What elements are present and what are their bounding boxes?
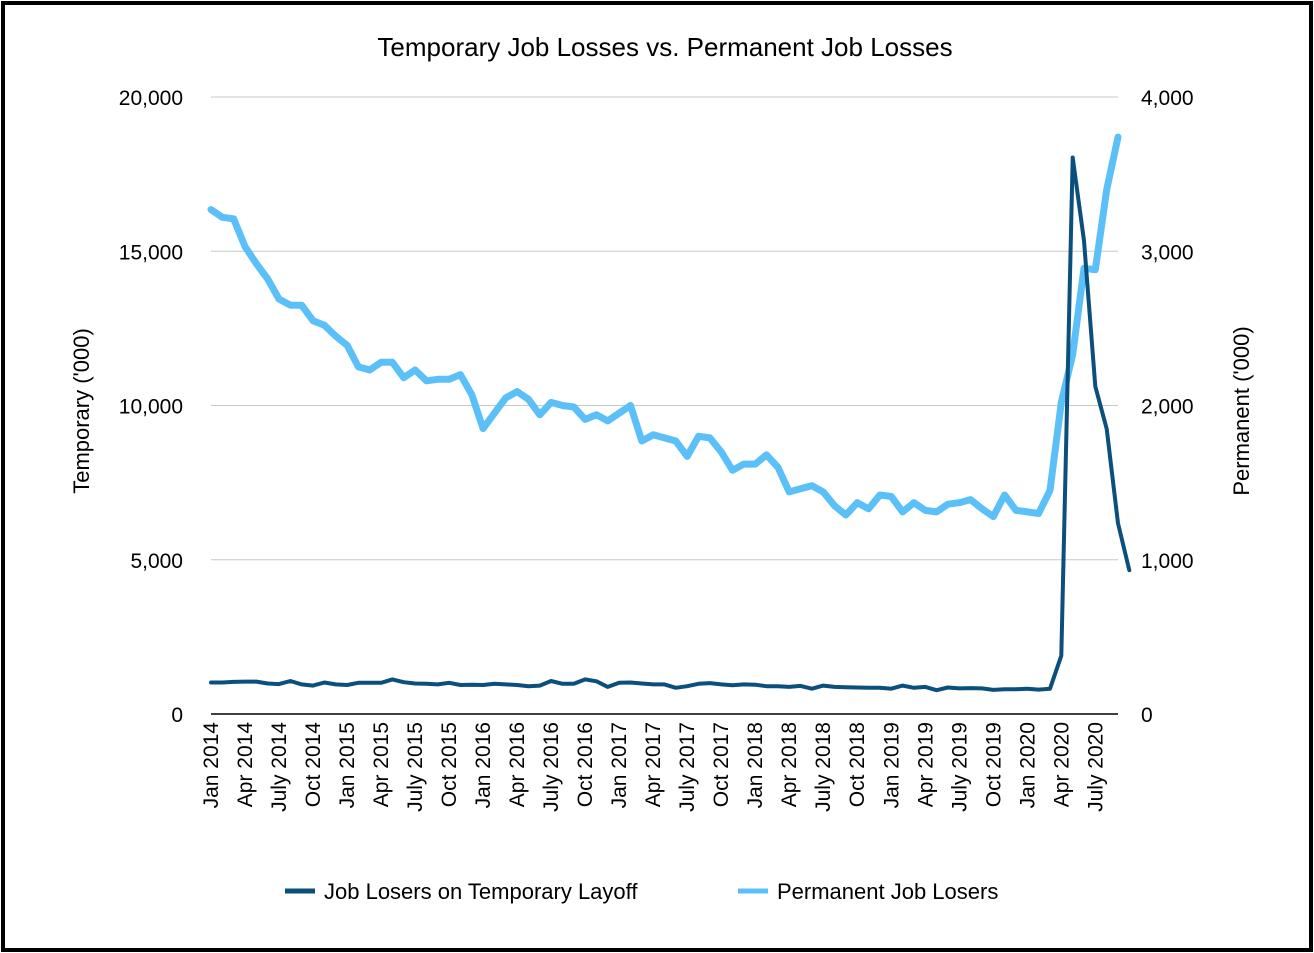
x-tick-label: Apr 2018 xyxy=(778,722,801,807)
series-lines xyxy=(207,133,1132,693)
x-tick-label: July 2018 xyxy=(812,722,835,812)
x-tick-label: Jan 2018 xyxy=(744,722,767,808)
left-axis-title: Temporary ('000) xyxy=(69,328,94,494)
x-tick-label: Jan 2014 xyxy=(200,722,223,809)
x-tick-label: Oct 2014 xyxy=(302,722,325,808)
gridlines xyxy=(211,96,1118,561)
x-tick-label: Apr 2015 xyxy=(370,722,393,807)
x-tick-label: Apr 2016 xyxy=(506,722,529,807)
x-tick-label: Oct 2015 xyxy=(438,722,461,807)
legend-label-permanent: Permanent Job Losers xyxy=(777,879,998,904)
x-tick-label: Oct 2016 xyxy=(574,722,597,807)
legend-label-temporary: Job Losers on Temporary Layoff xyxy=(324,879,638,904)
x-tick-label: Jan 2019 xyxy=(880,722,903,808)
series-line-temporary xyxy=(209,155,1132,693)
x-tick-label: Oct 2019 xyxy=(982,722,1005,807)
x-tick-label: July 2020 xyxy=(1084,722,1107,812)
left-tick-label: 5,000 xyxy=(130,550,183,573)
x-tick-label: Apr 2019 xyxy=(914,722,937,807)
x-tick-label: July 2016 xyxy=(540,722,563,812)
x-tick-label: Jan 2015 xyxy=(336,722,359,808)
left-tick-label: 20,000 xyxy=(119,87,183,110)
series-line-permanent xyxy=(207,133,1122,521)
chart-canvas: Temporary Job Losses vs. Permanent Job L… xyxy=(69,32,1254,904)
right-tick-label: 2,000 xyxy=(1141,396,1194,419)
x-tick-label: Apr 2020 xyxy=(1050,722,1073,807)
x-tick-label: July 2017 xyxy=(676,722,699,812)
left-tick-label: 0 xyxy=(171,704,183,727)
left-tick-label: 15,000 xyxy=(119,241,183,264)
right-tick-label: 3,000 xyxy=(1141,241,1194,264)
x-tick-label: July 2014 xyxy=(268,722,291,812)
right-tick-label: 4,000 xyxy=(1141,87,1194,110)
x-tick-label: Jan 2017 xyxy=(608,722,631,808)
x-tick-label: Jan 2016 xyxy=(472,722,495,808)
right-axis-ticks: 0 1,000 2,000 3,000 4,000 xyxy=(1141,87,1194,727)
right-tick-label: 0 xyxy=(1141,704,1153,727)
left-tick-label: 10,000 xyxy=(119,396,183,419)
chart-title: Temporary Job Losses vs. Permanent Job L… xyxy=(377,32,952,62)
x-tick-label: July 2019 xyxy=(948,722,971,812)
x-axis-ticks: Jan 2014 Apr 2014 July 2014 Oct 2014 Jan 201… xyxy=(200,722,1107,812)
x-tick-label: July 2015 xyxy=(404,722,427,812)
x-tick-label: Oct 2017 xyxy=(710,722,733,807)
right-tick-label: 1,000 xyxy=(1141,550,1194,573)
x-tick-label: Apr 2017 xyxy=(642,722,665,807)
x-tick-label: Apr 2014 xyxy=(234,722,257,808)
x-tick-label: Jan 2020 xyxy=(1016,722,1039,808)
legend: Job Losers on Temporary Layoff Permanent… xyxy=(285,879,998,904)
x-tick-label: Oct 2018 xyxy=(846,722,869,807)
right-axis-title: Permanent ('000) xyxy=(1229,326,1254,495)
left-axis-ticks: 0 5,000 10,000 15,000 20,000 xyxy=(119,87,183,727)
